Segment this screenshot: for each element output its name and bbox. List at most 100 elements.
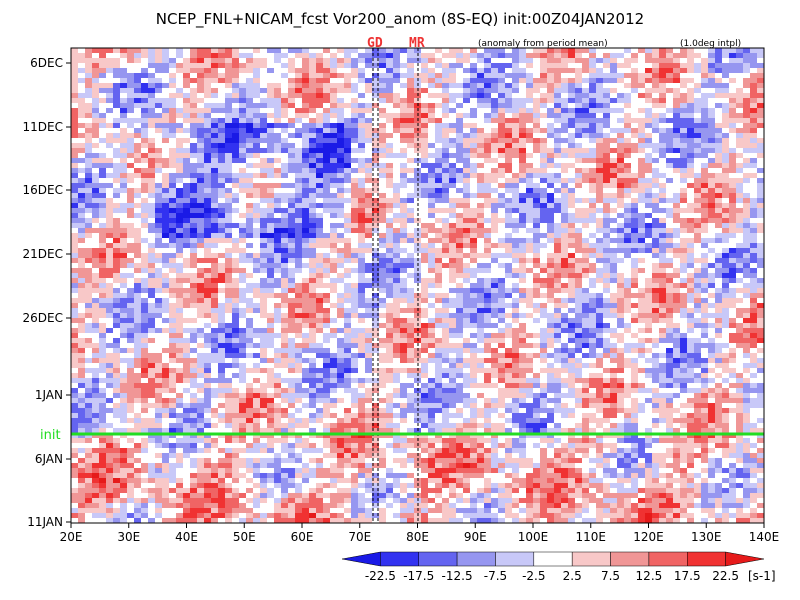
field-cell	[274, 248, 282, 254]
field-cell	[449, 183, 457, 189]
field-cell	[547, 53, 555, 59]
field-cell	[463, 158, 471, 164]
field-cell	[386, 108, 394, 114]
field-cell	[526, 118, 534, 124]
field-cell	[449, 218, 457, 224]
field-cell	[505, 188, 513, 194]
field-cell	[330, 233, 338, 239]
field-cell	[344, 88, 352, 94]
field-cell	[757, 233, 764, 239]
field-cell	[190, 203, 198, 209]
field-cell	[477, 228, 485, 234]
field-cell	[561, 263, 569, 269]
field-cell	[302, 193, 310, 199]
field-cell	[477, 93, 485, 99]
field-cell	[694, 213, 702, 219]
field-cell	[659, 128, 667, 134]
field-cell	[540, 138, 548, 144]
field-cell	[99, 288, 107, 294]
field-cell	[722, 158, 730, 164]
field-cell	[337, 148, 345, 154]
field-cell	[631, 183, 639, 189]
field-cell	[687, 233, 695, 239]
field-cell	[134, 193, 142, 199]
field-cell	[428, 103, 436, 109]
field-cell	[141, 253, 149, 259]
field-cell	[498, 218, 506, 224]
field-cell	[687, 243, 695, 249]
field-cell	[673, 58, 681, 64]
field-cell	[393, 128, 401, 134]
field-cell	[519, 48, 527, 54]
field-cell	[470, 53, 478, 59]
field-cell	[365, 148, 373, 154]
field-cell	[120, 198, 128, 204]
field-cell	[78, 238, 86, 244]
field-cell	[666, 88, 674, 94]
field-cell	[78, 68, 86, 74]
field-cell	[92, 58, 100, 64]
field-cell	[673, 273, 681, 279]
field-cell	[701, 238, 709, 244]
field-cell	[533, 93, 541, 99]
field-cell	[295, 83, 303, 89]
field-cell	[505, 288, 513, 294]
field-cell	[211, 293, 219, 299]
field-cell	[547, 183, 555, 189]
field-cell	[113, 78, 121, 84]
field-cell	[344, 123, 352, 129]
field-cell	[428, 178, 436, 184]
field-cell	[295, 158, 303, 164]
field-cell	[169, 263, 177, 269]
field-cell	[211, 53, 219, 59]
field-cell	[134, 273, 142, 279]
field-cell	[351, 273, 359, 279]
field-cell	[148, 258, 156, 264]
field-cell	[120, 163, 128, 169]
field-cell	[470, 243, 478, 249]
field-cell	[421, 98, 429, 104]
field-cell	[393, 88, 401, 94]
field-cell	[162, 253, 170, 259]
field-cell	[162, 48, 170, 54]
field-cell	[330, 193, 338, 199]
field-cell	[169, 128, 177, 134]
field-cell	[729, 193, 737, 199]
field-cell	[435, 58, 443, 64]
field-cell	[442, 58, 450, 64]
field-cell	[253, 138, 261, 144]
field-cell	[239, 233, 247, 239]
field-cell	[120, 68, 128, 74]
field-cell	[211, 233, 219, 239]
field-cell	[568, 163, 576, 169]
field-cell	[526, 188, 534, 194]
field-cell	[435, 203, 443, 209]
field-cell	[757, 78, 764, 84]
field-cell	[652, 63, 660, 69]
field-cell	[463, 203, 471, 209]
field-cell	[687, 253, 695, 259]
field-cell	[239, 288, 247, 294]
field-cell	[302, 283, 310, 289]
field-cell	[176, 263, 184, 269]
field-cell	[498, 168, 506, 174]
field-cell	[246, 258, 254, 264]
field-cell	[274, 253, 282, 259]
field-cell	[442, 153, 450, 159]
field-cell	[99, 198, 107, 204]
field-cell	[757, 218, 764, 224]
field-cell	[155, 228, 163, 234]
field-cell	[372, 123, 380, 129]
field-cell	[267, 173, 275, 179]
field-cell	[694, 123, 702, 129]
field-cell	[365, 278, 373, 284]
field-cell	[239, 228, 247, 234]
field-cell	[106, 273, 114, 279]
field-cell	[134, 253, 142, 259]
field-cell	[673, 68, 681, 74]
field-cell	[575, 198, 583, 204]
field-cell	[645, 268, 653, 274]
field-cell	[190, 293, 198, 299]
field-cell	[407, 133, 415, 139]
field-cell	[554, 153, 562, 159]
